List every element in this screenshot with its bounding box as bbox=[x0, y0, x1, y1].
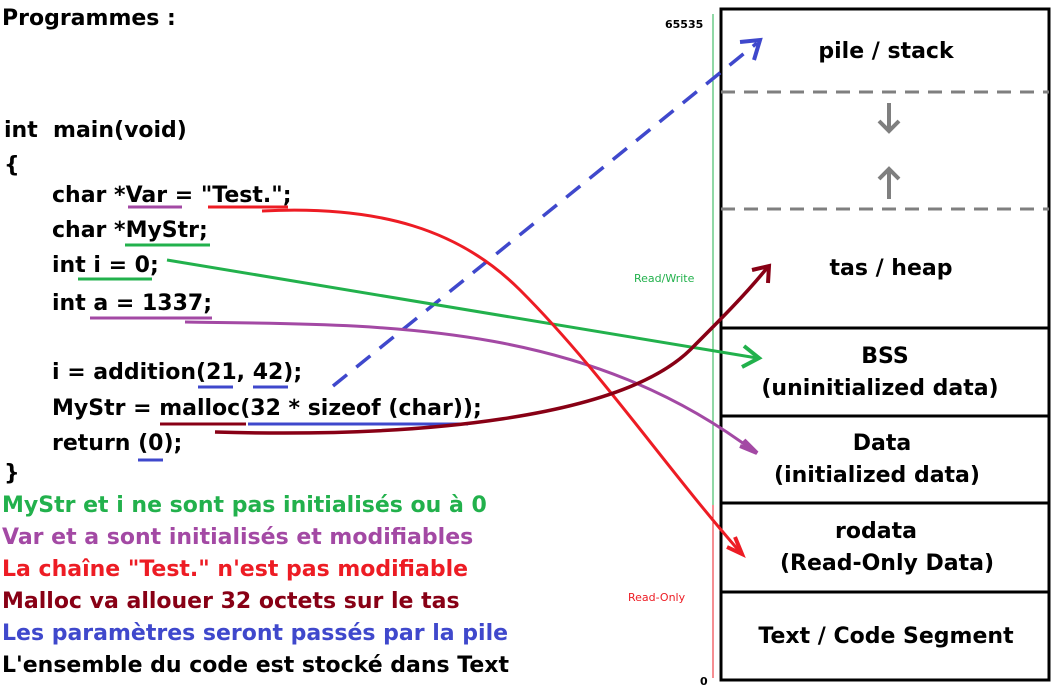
code-line-close-brace: } bbox=[4, 461, 20, 486]
heap-grows-up-icon bbox=[877, 166, 901, 199]
arrowhead-rodata bbox=[726, 536, 746, 558]
arrow-uninit-to-bss bbox=[166, 258, 758, 360]
programs-title: Programmes : bbox=[2, 6, 176, 31]
axis-read-only-label: Read-Only bbox=[628, 591, 686, 604]
code-line-mystr: char *MyStr; bbox=[52, 218, 208, 243]
arrow-string-to-rodata bbox=[261, 208, 742, 553]
stack-label: pile / stack bbox=[818, 39, 955, 64]
data-label: Data bbox=[853, 431, 911, 456]
code-line-return: return (0); bbox=[52, 431, 183, 456]
rodata-sublabel: (Read-Only Data) bbox=[780, 551, 994, 576]
note-blue: Les paramètres seront passés par la pile bbox=[2, 621, 509, 646]
code-line-main: int main(void) bbox=[4, 118, 187, 143]
stack-grows-down-icon bbox=[877, 103, 901, 134]
arrow-init-to-data bbox=[184, 320, 756, 454]
code-line-malloc: MyStr = malloc(32 * sizeof (char)); bbox=[52, 396, 482, 421]
code-line-open-brace: { bbox=[4, 153, 20, 178]
data-sublabel: (initialized data) bbox=[774, 463, 980, 488]
memory-column bbox=[719, 7, 1051, 682]
axis-bottom-label: 0 bbox=[700, 675, 708, 688]
rodata-label: rodata bbox=[835, 519, 917, 544]
text-segment-label: Text / Code Segment bbox=[758, 624, 1014, 649]
code-line-i: int i = 0; bbox=[52, 253, 159, 278]
arrowhead-stack bbox=[739, 37, 763, 61]
arrow-malloc-to-heap bbox=[214, 266, 769, 435]
bss-label: BSS bbox=[861, 344, 908, 369]
code-line-var: char *Var = "Test."; bbox=[52, 183, 292, 208]
code-line-addition: i = addition(21, 42); bbox=[52, 360, 303, 385]
heap-label: tas / heap bbox=[830, 256, 953, 281]
axis-read-write-label: Read/Write bbox=[634, 272, 695, 285]
note-red: La chaîne "Test." n'est pas modifiable bbox=[2, 557, 469, 582]
arrowhead-heap bbox=[751, 263, 772, 284]
note-purple: Var et a sont initialisés et modifiables bbox=[2, 525, 474, 550]
note-green: MyStr et i ne sont pas initialisés ou à … bbox=[2, 493, 487, 518]
code-line-a: int a = 1337; bbox=[52, 291, 213, 316]
note-darkred: Malloc va allouer 32 octets sur le tas bbox=[2, 589, 460, 614]
arrow-params-to-stack bbox=[331, 41, 759, 388]
axis-top-label: 65535 bbox=[665, 18, 704, 31]
note-black: L'ensemble du code est stocké dans Text bbox=[2, 653, 509, 678]
arrowhead-bss bbox=[741, 344, 763, 369]
arrowhead-data bbox=[739, 438, 759, 455]
bss-sublabel: (uninitialized data) bbox=[761, 376, 998, 401]
